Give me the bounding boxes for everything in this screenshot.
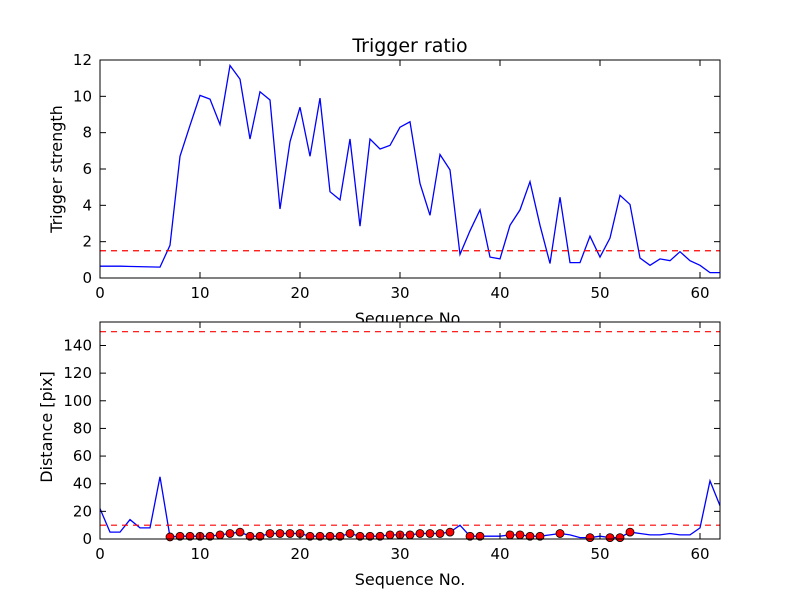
chart-title: Trigger ratio — [351, 35, 467, 57]
x-axis-label: Sequence No. — [355, 570, 466, 589]
trigger-ticks: 0 10 20 30 40 50 60 0 2 4 6 8 10 12 — [73, 51, 720, 302]
x-tick-label: 30 — [390, 545, 409, 563]
y-tick-label: 120 — [63, 364, 92, 382]
x-tick-label: 40 — [490, 284, 509, 302]
distance-marker — [345, 529, 355, 538]
distance-marker — [255, 531, 265, 541]
distance-marker — [435, 529, 445, 538]
trigger-plot-area — [100, 63, 720, 274]
y-tick-label: 4 — [82, 196, 92, 214]
y-axis-label: Distance [pix] — [37, 371, 56, 483]
x-tick-label: 20 — [290, 284, 309, 302]
y-tick-label: 100 — [63, 392, 92, 410]
distance-marker — [505, 530, 515, 540]
y-tick-label: 40 — [73, 475, 92, 493]
trigger-strength-line — [100, 63, 720, 274]
distance-marker — [535, 531, 545, 541]
distance-marker — [415, 529, 425, 538]
y-tick-label: 6 — [82, 160, 92, 178]
y-axis-label: Trigger strength — [47, 105, 66, 234]
y-tick-label: 12 — [73, 51, 92, 69]
distance-ticks: 0 10 20 30 40 50 60 0 20 40 60 80 100 120 140 — [63, 322, 720, 563]
distance-marker — [245, 531, 255, 541]
x-tick-label: 10 — [190, 545, 209, 563]
distance-marker — [175, 531, 185, 541]
distance-marker — [625, 527, 635, 537]
distance-marker — [215, 530, 225, 540]
distance-marker — [355, 531, 365, 541]
distance-marker — [185, 531, 195, 541]
distance-marker — [615, 533, 625, 543]
distance-marker — [405, 530, 415, 540]
distance-marker — [325, 531, 335, 541]
y-tick-label: 0 — [82, 530, 92, 548]
y-tick-label: 8 — [82, 124, 92, 142]
x-tick-label: 30 — [390, 284, 409, 302]
x-tick-label: 60 — [690, 545, 709, 563]
distance-marker — [465, 531, 475, 541]
distance-marker — [425, 529, 435, 538]
distance-marker — [275, 529, 285, 538]
distance-marker — [475, 531, 485, 541]
distance-chart: 0 10 20 30 40 50 60 0 20 40 60 80 100 120 140 Sequence… — [37, 321, 721, 589]
y-tick-label: 140 — [63, 336, 92, 354]
distance-marker — [265, 529, 275, 538]
distance-marker — [205, 531, 215, 541]
y-tick-label: 0 — [82, 269, 92, 287]
distance-marker — [515, 530, 525, 540]
distance-marker — [335, 531, 345, 541]
distance-axes-frame — [99, 321, 721, 540]
distance-marker — [165, 532, 175, 542]
distance-marker — [235, 527, 245, 537]
distance-marker — [525, 531, 535, 541]
distance-marker — [225, 529, 235, 538]
x-tick-label: 50 — [590, 545, 609, 563]
distance-marker — [385, 530, 395, 540]
distance-marker — [305, 531, 315, 541]
y-tick-label: 80 — [73, 419, 92, 437]
x-tick-label: 60 — [690, 284, 709, 302]
distance-marker — [375, 531, 385, 541]
x-tick-label: 0 — [95, 284, 105, 302]
x-tick-label: 50 — [590, 284, 609, 302]
x-tick-label: 10 — [190, 284, 209, 302]
distance-marker — [445, 527, 455, 537]
y-tick-label: 20 — [73, 502, 92, 520]
x-tick-label: 0 — [95, 545, 105, 563]
x-tick-label: 20 — [290, 545, 309, 563]
y-tick-label: 2 — [82, 233, 92, 251]
distance-marker — [555, 529, 565, 538]
y-tick-label: 10 — [73, 87, 92, 105]
distance-plot-area — [99, 331, 721, 543]
distance-marker — [285, 529, 295, 538]
distance-axes-background — [100, 322, 720, 539]
distance-marker — [315, 531, 325, 541]
distance-marker — [365, 531, 375, 541]
x-tick-label: 40 — [490, 545, 509, 563]
distance-marker — [605, 533, 615, 543]
y-tick-label: 60 — [73, 447, 92, 465]
distance-marker — [585, 533, 595, 543]
